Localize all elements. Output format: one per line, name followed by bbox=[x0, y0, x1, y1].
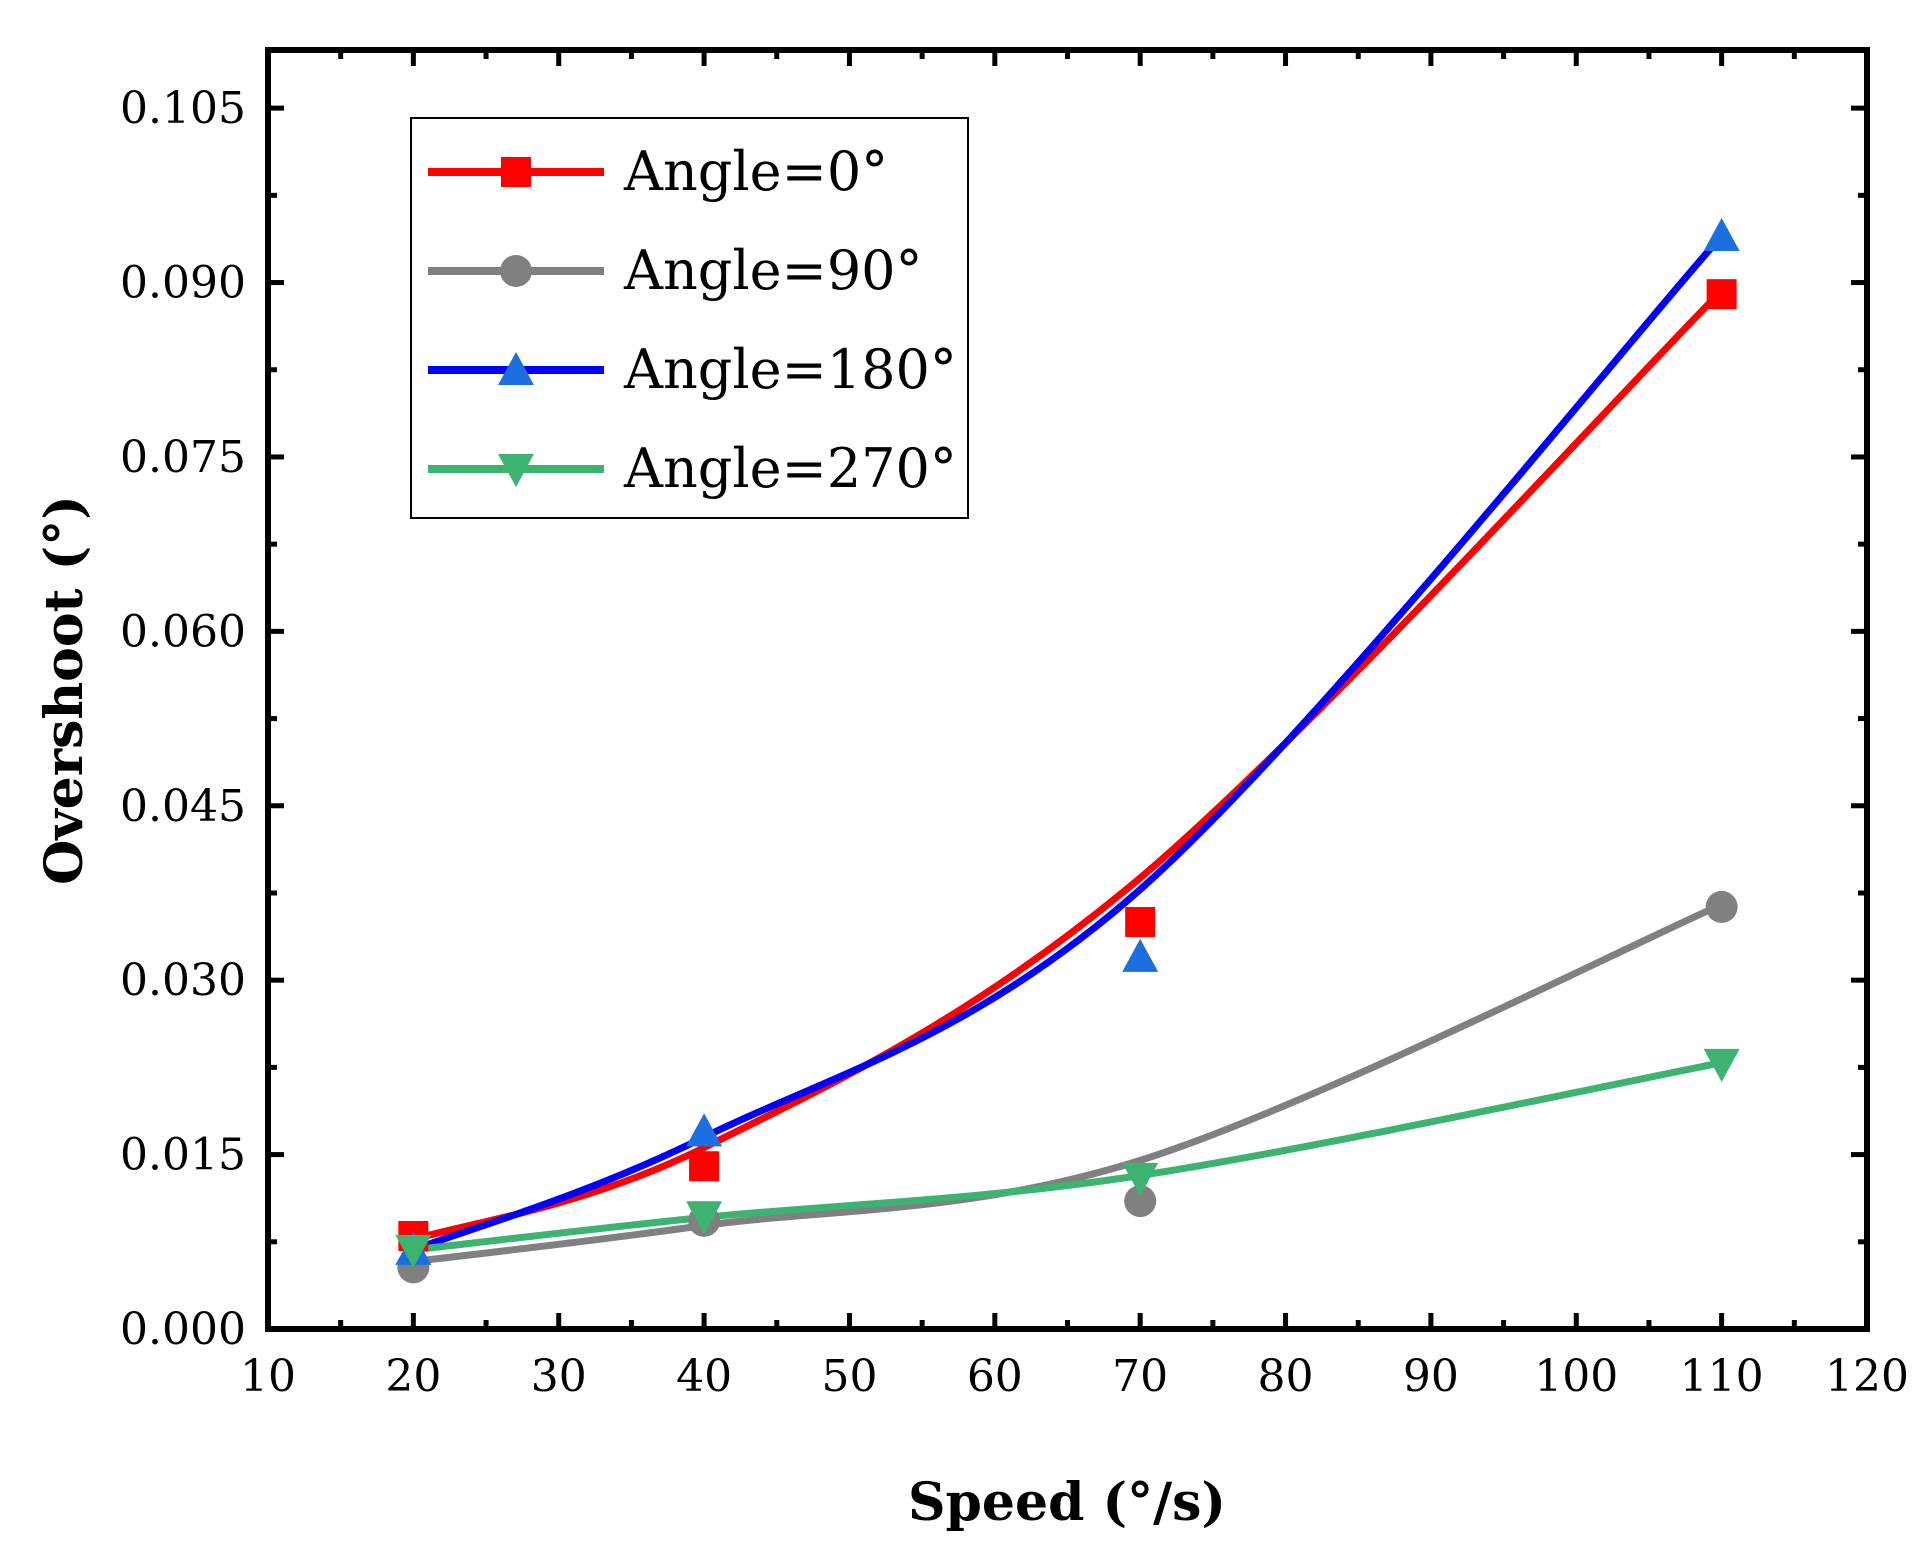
y-tick-label: 0.105 bbox=[120, 83, 246, 134]
y-tick-labels: 0.000 0.015 0.030 0.045 0.060 0.075 0.090 0.105 bbox=[120, 83, 246, 1355]
y-tick-label: 0.090 bbox=[120, 258, 246, 309]
data-point-angle-90-110 bbox=[1705, 890, 1738, 923]
data-point-angle-180-70 bbox=[1122, 938, 1159, 972]
data-point-angle-180-110 bbox=[1703, 218, 1740, 252]
x-tick-label: 120 bbox=[1825, 1351, 1909, 1402]
data-point-angle-0-110 bbox=[1706, 279, 1737, 310]
data-point-angle-0-70 bbox=[1125, 907, 1156, 938]
data-point-angle-0-40 bbox=[689, 1151, 720, 1182]
fit-curves bbox=[409, 232, 1726, 1266]
x-tick-label: 100 bbox=[1534, 1351, 1618, 1402]
legend-label-angle-0: Angle=0° bbox=[623, 140, 888, 203]
x-tick-label: 60 bbox=[967, 1351, 1023, 1402]
y-tick-label: 0.000 bbox=[120, 1304, 246, 1355]
y-tick-label: 0.045 bbox=[120, 781, 246, 832]
series-line-angle-180 bbox=[409, 232, 1726, 1254]
legend-label-angle-270: Angle=270° bbox=[623, 437, 957, 500]
data-point-angle-270-40 bbox=[686, 1201, 723, 1235]
x-tick-labels: 10 20 30 40 50 60 70 80 90 100 110 120 bbox=[240, 1351, 1909, 1402]
legend: Angle=0° Angle=90° Angle=180° Angle=270° bbox=[410, 117, 969, 519]
axis-ticks bbox=[265, 50, 1870, 1332]
legend-marker-angle-90 bbox=[500, 255, 532, 287]
legend-label-angle-90: Angle=90° bbox=[623, 239, 923, 302]
x-tick-label: 20 bbox=[385, 1351, 441, 1402]
x-axis-title: Speed (°/s) bbox=[908, 1472, 1226, 1533]
x-tick-label: 80 bbox=[1258, 1351, 1314, 1402]
data-markers bbox=[395, 218, 1740, 1284]
y-tick-label: 0.015 bbox=[120, 1130, 246, 1181]
data-point-angle-270-70 bbox=[1122, 1162, 1159, 1196]
series-line-angle-270 bbox=[409, 1059, 1726, 1254]
x-tick-label: 70 bbox=[1112, 1351, 1168, 1402]
x-tick-label: 10 bbox=[240, 1351, 296, 1402]
x-tick-label: 30 bbox=[531, 1351, 587, 1402]
data-point-angle-180-40 bbox=[686, 1113, 723, 1147]
x-tick-label: 110 bbox=[1680, 1351, 1764, 1402]
x-tick-label: 90 bbox=[1403, 1351, 1459, 1402]
legend-marker-angle-270 bbox=[498, 454, 534, 487]
legend-marker-angle-180 bbox=[498, 352, 534, 385]
y-tick-label: 0.060 bbox=[120, 606, 246, 657]
x-tick-label: 50 bbox=[821, 1351, 877, 1402]
legend-label-angle-180: Angle=180° bbox=[623, 338, 957, 401]
legend-marker-angle-0 bbox=[501, 157, 531, 187]
y-axis-title: Overshoot (°) bbox=[34, 495, 95, 885]
x-tick-label: 40 bbox=[676, 1351, 732, 1402]
data-point-angle-270-110 bbox=[1703, 1048, 1740, 1082]
series-line-angle-0 bbox=[409, 287, 1726, 1243]
y-tick-label: 0.030 bbox=[120, 955, 246, 1006]
y-tick-label: 0.075 bbox=[120, 432, 246, 483]
data-point-angle-270-20 bbox=[395, 1234, 432, 1268]
data-point-angle-90-70 bbox=[1124, 1185, 1157, 1218]
